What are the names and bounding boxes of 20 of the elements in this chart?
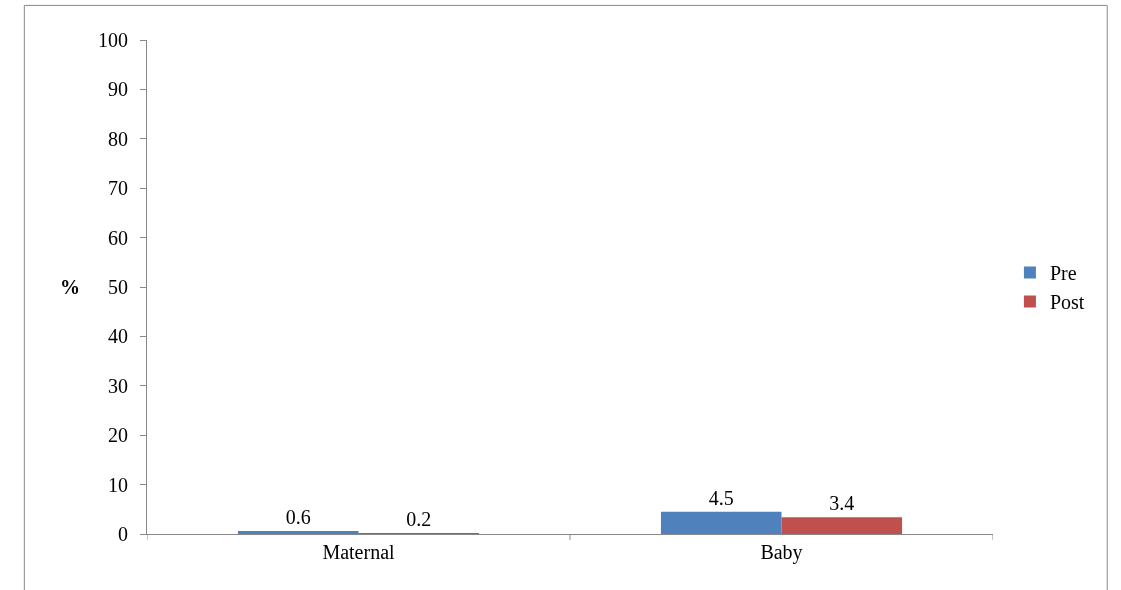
x-tick-label: Maternal (322, 541, 396, 563)
y-tick-label: 60 (108, 226, 128, 249)
data-label: 0.6 (285, 506, 311, 529)
y-tick-label: 80 (108, 127, 128, 150)
y-tick-label: 70 (108, 177, 128, 200)
y-tick-label: 90 (108, 78, 128, 101)
legend-label: Pre (1049, 262, 1077, 285)
y-tick-label: 50 (108, 276, 128, 298)
legend-label: Post (1049, 291, 1085, 314)
x-tick-label: Baby (760, 541, 803, 564)
data-label: 0.2 (406, 508, 432, 530)
y-tick-label: 30 (108, 374, 128, 397)
data-label: 4.5 (708, 486, 734, 509)
y-axis-title: % (60, 276, 80, 298)
y-tick-label: 100 (98, 29, 128, 51)
y-tick-label: 0 (118, 523, 128, 545)
data-label: 3.4 (829, 492, 855, 515)
y-tick-label: 40 (108, 325, 128, 348)
y-tick-label: 20 (108, 424, 128, 447)
y-tick-label: 10 (108, 473, 128, 496)
